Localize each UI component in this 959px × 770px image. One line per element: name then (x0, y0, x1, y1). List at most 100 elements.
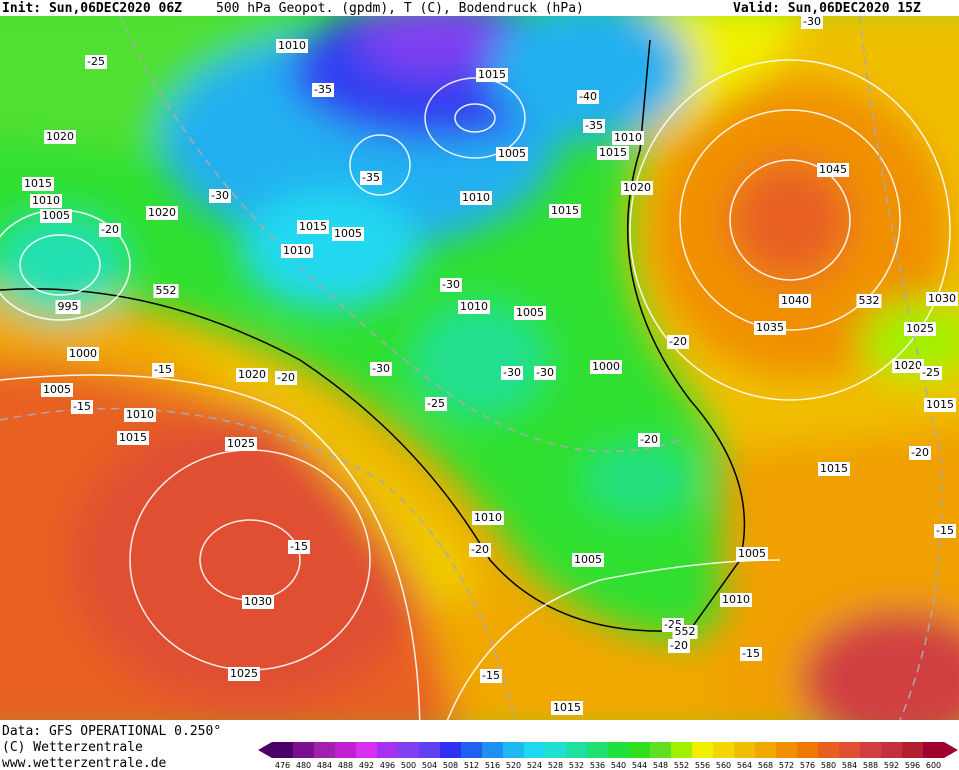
footer-url: www.wetterzentrale.de (2, 756, 167, 770)
isoline-label-text: -15 (73, 400, 91, 413)
isoline-label-text: 1015 (553, 701, 581, 714)
isoline-label-box (41, 383, 73, 397)
isoline-label-box (496, 147, 528, 161)
isoline-label: 1015 (551, 701, 583, 715)
isoline-label-box (44, 130, 76, 144)
isoline-label: -35 (360, 171, 382, 185)
isoline-label-text: 1020 (46, 130, 74, 143)
isoline-label-text: -15 (936, 524, 954, 537)
isoline-label: -30 (501, 366, 523, 380)
isoline-label: -20 (909, 446, 931, 460)
isoline-label: 1020 (621, 181, 653, 195)
colorbar-swatch (797, 742, 819, 758)
isoline-label-text: 1005 (498, 147, 526, 160)
isoline-label: 1015 (597, 146, 629, 160)
isoline-label: -40 (577, 90, 599, 104)
isoline-label-text: 1005 (738, 547, 766, 560)
isoline-label: 1020 (892, 359, 924, 373)
isoline-label-box (425, 397, 447, 411)
isoline-label: -30 (534, 366, 556, 380)
isoline-label-text: 1000 (592, 360, 620, 373)
colorbar-swatch (734, 742, 756, 758)
colorbar-swatch (671, 742, 693, 758)
isoline-label: -15 (288, 540, 310, 554)
isoline-label-text: 1010 (126, 408, 154, 421)
isoline-label: 1005 (496, 147, 528, 161)
isoline-label-text: 1020 (238, 368, 266, 381)
colorbar-label: 500 (401, 761, 416, 770)
isoline-label-text: -35 (314, 83, 332, 96)
colorbar-swatch (566, 742, 588, 758)
isoline-label-text: -30 (372, 362, 390, 375)
isoline-label-box (590, 360, 622, 374)
colorbar-label: 556 (695, 761, 710, 770)
colorbar-swatch (335, 742, 357, 758)
isoline-label-text: 1045 (819, 163, 847, 176)
isoline-label-text: 1015 (599, 146, 627, 159)
isoline-label-text: -25 (87, 55, 105, 68)
isoline-label: 1005 (736, 547, 768, 561)
isoline-label-box (736, 547, 768, 561)
isoline-label: -25 (85, 55, 107, 69)
colorbar-swatch (692, 742, 714, 758)
isoline-label: 1020 (236, 368, 268, 382)
isoline-label-text: 1040 (781, 294, 809, 307)
isoline-label: 1015 (117, 431, 149, 445)
isoline-label: 1010 (458, 300, 490, 314)
isoline-label-box (55, 300, 81, 314)
isoline-label-box (332, 227, 364, 241)
colorbar-swatch (629, 742, 651, 758)
isoline-label: -20 (668, 639, 690, 653)
isoline-label: -30 (801, 15, 823, 29)
isoline-label-box (440, 278, 462, 292)
isoline-label: 1030 (926, 292, 958, 306)
isoline-label-text: -40 (579, 90, 597, 103)
colorbar-label: 552 (674, 761, 689, 770)
colorbar-swatch (755, 742, 777, 758)
isoline-label-box (667, 335, 689, 349)
isoline-label: -20 (275, 371, 297, 385)
isoline-label-box (99, 223, 121, 237)
colorbar-label: 540 (611, 761, 626, 770)
colorbar-label: 576 (800, 761, 815, 770)
isoline-label-text: 552 (156, 284, 177, 297)
isoline-label-box (549, 204, 581, 218)
isoline-label-text: 1005 (574, 553, 602, 566)
isoline-label-box (146, 206, 178, 220)
isoline-label-box (480, 669, 502, 683)
isoline-label-box (720, 593, 752, 607)
colorbar-label: 508 (443, 761, 458, 770)
colorbar-swatch (650, 742, 672, 758)
isoline-label: 1040 (779, 294, 811, 308)
isoline-label: 1010 (30, 194, 62, 208)
isoline-label-text: -30 (803, 15, 821, 28)
colorbar-swatch (377, 742, 399, 758)
isoline-label-box (236, 368, 268, 382)
isoline-label: -35 (583, 119, 605, 133)
isoline-label-text: 1030 (244, 595, 272, 608)
isoline-label-text: 1025 (906, 322, 934, 335)
isoline-label: -15 (71, 400, 93, 414)
isoline-label: -30 (370, 362, 392, 376)
isoline-label-box (926, 292, 958, 306)
isoline-label: -20 (638, 433, 660, 447)
isoline-label: 1000 (590, 360, 622, 374)
isoline-label-text: 995 (58, 300, 79, 313)
colorbar-label: 564 (737, 761, 752, 770)
colorbar-label: 520 (506, 761, 521, 770)
isoline-label-box (472, 511, 504, 525)
isoline-label-text: 1035 (756, 321, 784, 334)
colorbar-label: 528 (548, 761, 563, 770)
isoline-label-text: 1025 (230, 667, 258, 680)
isoline-label-text: 1015 (551, 204, 579, 217)
isoline-label-box (22, 177, 54, 191)
isoline-label-box (117, 431, 149, 445)
isoline-label-box (67, 347, 99, 361)
isoline-label-box (460, 191, 492, 205)
isoline-label: 1010 (276, 39, 308, 53)
map-field (0, 16, 959, 720)
isoline-label-box (312, 83, 334, 97)
colorbar-arrow-right (944, 742, 958, 758)
isoline-label-box (904, 322, 936, 336)
